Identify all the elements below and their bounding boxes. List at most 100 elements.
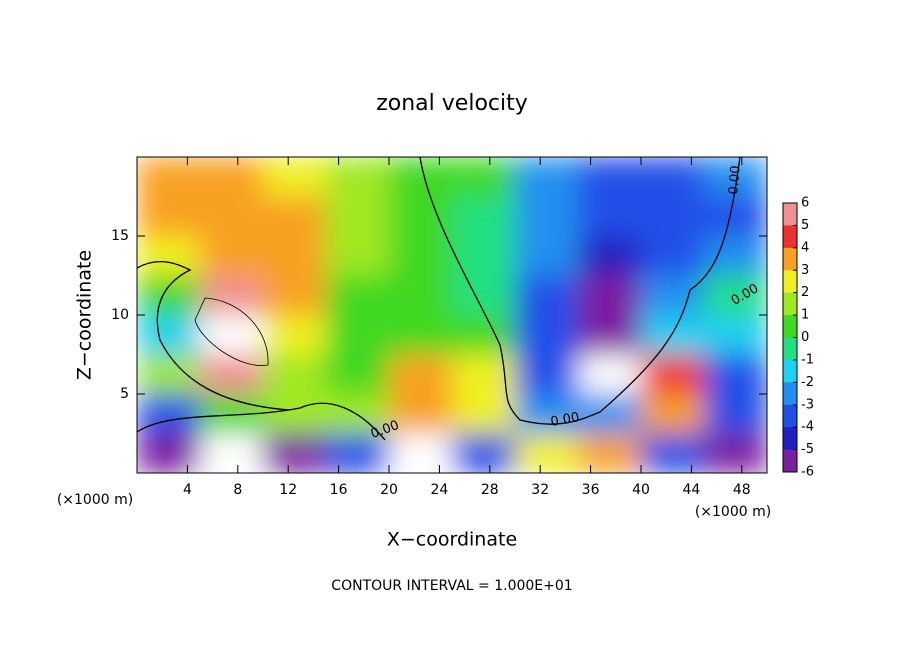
x-tick-label: 20 bbox=[380, 482, 398, 498]
heat-cell bbox=[578, 157, 642, 197]
heat-cell bbox=[452, 196, 516, 237]
x-tick-label: 48 bbox=[733, 482, 751, 498]
heat-cell bbox=[452, 394, 516, 434]
colorbar-swatch bbox=[783, 449, 797, 473]
heat-cell bbox=[452, 433, 516, 473]
heat-cell bbox=[578, 433, 642, 473]
heat-cell bbox=[263, 354, 327, 395]
heat-cell bbox=[578, 315, 642, 355]
heat-cell bbox=[452, 315, 516, 355]
colorbar-label: 6 bbox=[801, 196, 809, 211]
colorbar-swatch bbox=[783, 270, 797, 293]
colorbar-label: 5 bbox=[801, 218, 809, 233]
heat-cell bbox=[578, 196, 642, 237]
x-tick-label: 44 bbox=[682, 482, 700, 498]
heat-cell bbox=[389, 275, 453, 316]
colorbar-label: 1 bbox=[801, 308, 809, 323]
heat-cell bbox=[263, 196, 327, 237]
heat-cell bbox=[326, 275, 390, 316]
colorbar-swatch bbox=[783, 404, 797, 428]
heat-cell bbox=[200, 433, 264, 473]
contour-line bbox=[137, 157, 741, 441]
heat-cell bbox=[200, 236, 264, 276]
colorbar-label: -2 bbox=[801, 375, 814, 390]
x-tick-label: 8 bbox=[233, 482, 242, 498]
x-tick-label: 40 bbox=[632, 482, 650, 498]
heat-cell bbox=[263, 394, 327, 434]
heat-cell bbox=[515, 315, 579, 355]
heat-cell bbox=[641, 236, 705, 276]
contour-line bbox=[194, 297, 269, 366]
x-unit: (×1000 m) bbox=[57, 492, 133, 508]
colorbar-label: 2 bbox=[801, 285, 809, 300]
heat-cell bbox=[263, 157, 327, 197]
colorbar-label: -5 bbox=[801, 442, 814, 457]
colorbar-label: 4 bbox=[801, 240, 809, 255]
x-tick-label: 24 bbox=[430, 482, 448, 498]
x-tick-label: 28 bbox=[481, 482, 499, 498]
heat-cell bbox=[704, 394, 767, 434]
heat-cell bbox=[704, 354, 767, 395]
heat-cell bbox=[704, 433, 767, 473]
heat-cell bbox=[515, 157, 579, 197]
heat-cell bbox=[137, 157, 201, 197]
heat-cell bbox=[137, 354, 201, 395]
heat-cell bbox=[200, 196, 264, 237]
heat-cell bbox=[326, 157, 390, 197]
heat-cell bbox=[452, 236, 516, 276]
heat-cell bbox=[389, 236, 453, 276]
colorbar-label: -6 bbox=[801, 465, 814, 480]
colorbar-swatch bbox=[783, 427, 797, 450]
colorbar-swatch bbox=[783, 292, 797, 316]
y-tick-label: 5 bbox=[120, 386, 129, 402]
heat-cell bbox=[200, 275, 264, 316]
y-tick-label: 15 bbox=[111, 228, 129, 244]
heat-cell bbox=[641, 433, 705, 473]
colorbar-swatch bbox=[783, 203, 797, 226]
heat-cell bbox=[263, 433, 327, 473]
heat-cell bbox=[641, 275, 705, 316]
heat-cell bbox=[389, 354, 453, 395]
x-axis-label: X−coordinate bbox=[387, 529, 517, 551]
heat-cell bbox=[200, 354, 264, 395]
field bbox=[137, 157, 767, 473]
heat-cell bbox=[578, 275, 642, 316]
contour-label: 0.00 bbox=[726, 165, 743, 195]
heat-cell bbox=[452, 275, 516, 316]
y-tick-label: 10 bbox=[111, 307, 129, 323]
chart-title: zonal velocity bbox=[376, 91, 528, 116]
heat-cell bbox=[578, 354, 642, 395]
heat-cell bbox=[515, 196, 579, 237]
x-tick-label: 36 bbox=[582, 482, 600, 498]
heat-cell bbox=[389, 394, 453, 434]
heat-cell bbox=[326, 196, 390, 237]
y-axis-label: Z−coordinate bbox=[74, 250, 96, 380]
colorbar-swatch bbox=[783, 247, 797, 271]
heat-cell bbox=[641, 354, 705, 395]
x-tick-label: 16 bbox=[330, 482, 348, 498]
heat-cell bbox=[704, 196, 767, 237]
field-cells bbox=[137, 157, 767, 473]
colorbar-label: -4 bbox=[801, 420, 814, 435]
heat-cell bbox=[389, 315, 453, 355]
heat-cell bbox=[200, 315, 264, 355]
x-tick-label: 32 bbox=[531, 482, 549, 498]
contour-label: 0.00 bbox=[549, 410, 580, 430]
x-unit: (×1000 m) bbox=[695, 504, 771, 520]
heat-cell bbox=[326, 315, 390, 355]
colorbar-swatch bbox=[783, 337, 797, 361]
heat-cell bbox=[515, 394, 579, 434]
colorbar-swatch bbox=[783, 315, 797, 338]
heat-cell bbox=[263, 315, 327, 355]
x-tick-label: 4 bbox=[183, 482, 192, 498]
heat-cell bbox=[137, 275, 201, 316]
colorbar-swatch bbox=[783, 359, 797, 383]
heat-cell bbox=[326, 354, 390, 395]
heat-cell bbox=[452, 157, 516, 197]
heat-cell bbox=[515, 275, 579, 316]
heat-cell bbox=[704, 275, 767, 316]
heat-cell bbox=[704, 236, 767, 276]
heat-cell bbox=[515, 433, 579, 473]
heat-cell bbox=[137, 394, 201, 434]
